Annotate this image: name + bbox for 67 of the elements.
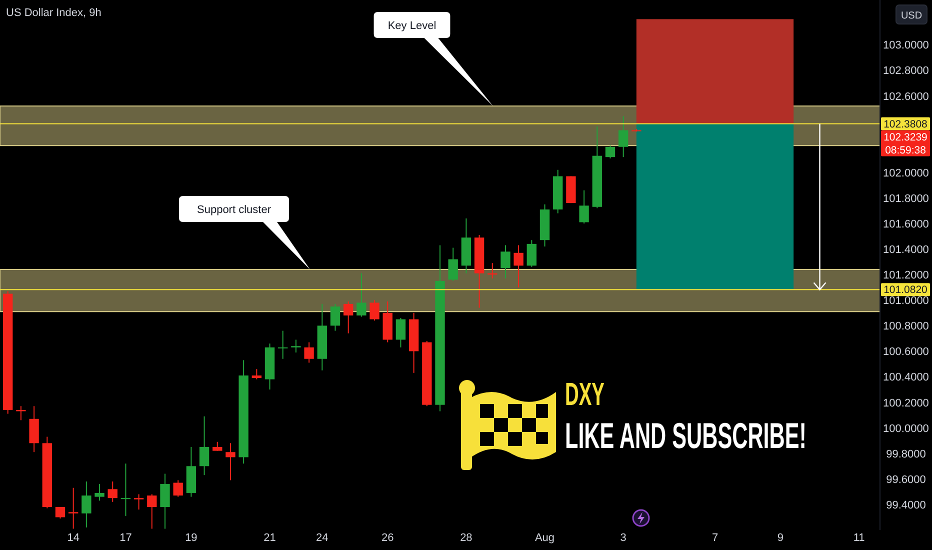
y-axis-title: USD (900, 10, 922, 22)
text: US Dollar Index, 9h (6, 7, 102, 19)
candlestick (160, 473, 170, 530)
y-tick-label: 101.8000 (883, 192, 929, 205)
x-tick-label: 28 (460, 532, 472, 544)
candlestick (618, 116, 628, 158)
candlestick (173, 480, 183, 498)
candlestick (94, 484, 104, 502)
y-tick-label: 100.2000 (883, 397, 929, 410)
candlestick (330, 303, 340, 332)
candlestick (605, 145, 616, 159)
y-tick-label: 103.0000 (883, 40, 929, 52)
x-tick-label: 11 (853, 532, 865, 544)
x-tick-label: 17 (120, 532, 132, 544)
y-tick-label: 102.0000 (883, 167, 929, 180)
y-tick-label: 99.6000 (886, 474, 926, 486)
y-tick-label: 101.6000 (883, 218, 929, 230)
y-tick-label: 100.8000 (883, 320, 929, 333)
annotation: DXY (565, 376, 605, 412)
candlestick (304, 342, 314, 364)
y-tick-label: 101.0000 (883, 295, 929, 308)
candlestick (370, 300, 380, 322)
candlestick (108, 480, 118, 502)
candlestick (291, 339, 301, 353)
ref-line-label: 101.0820 (884, 284, 928, 296)
annotation: LIKE AND SUBSCRIBE! (565, 416, 806, 456)
annotation: Key Level (388, 20, 436, 32)
x-tick-label: 7 (712, 532, 718, 544)
x-tick-label: 24 (316, 532, 328, 544)
candlestick (448, 247, 458, 282)
candlestick (500, 244, 510, 279)
y-tick-label: 100.4000 (883, 372, 929, 384)
x-tick-label: 9 (777, 532, 784, 544)
candlestick (278, 330, 288, 360)
candlestick (514, 244, 524, 288)
y-tick-label: 100.0000 (883, 422, 929, 435)
candlestick (82, 480, 92, 528)
x-tick-label: 3 (620, 532, 626, 544)
y-tick-label: 102.6000 (883, 90, 929, 103)
text: 102.3239 (884, 131, 928, 144)
candlestick (356, 272, 366, 318)
candlestick (343, 300, 354, 334)
candlestick (55, 506, 66, 520)
y-tick-label: 101.4000 (883, 244, 929, 256)
text: 08:59:38 (885, 144, 926, 156)
candlestick (199, 416, 210, 476)
candlestick (147, 494, 157, 530)
x-tick-label: 19 (185, 532, 198, 544)
candlestick (68, 487, 78, 530)
y-tick-label: 101.2000 (883, 270, 929, 282)
annotation: Support cluster (197, 204, 272, 216)
ref-line-label: 102.3808 (884, 118, 928, 130)
x-tick-label: 14 (67, 532, 80, 544)
candlestick (579, 190, 589, 224)
x-tick-label: 21 (264, 532, 276, 544)
y-tick-label: 99.8000 (886, 448, 926, 460)
candlestick (396, 318, 406, 348)
y-tick-label: 102.8000 (883, 65, 929, 78)
candlestick (134, 494, 144, 510)
candlestick (252, 368, 262, 380)
candlestick (226, 442, 236, 481)
y-tick-label: 99.4000 (886, 499, 926, 512)
y-tick-label: 100.6000 (883, 346, 929, 358)
x-tick-label: 26 (381, 532, 394, 544)
candlestick (120, 463, 131, 516)
candlestick (526, 240, 537, 268)
x-tick-label: Aug (534, 532, 555, 544)
